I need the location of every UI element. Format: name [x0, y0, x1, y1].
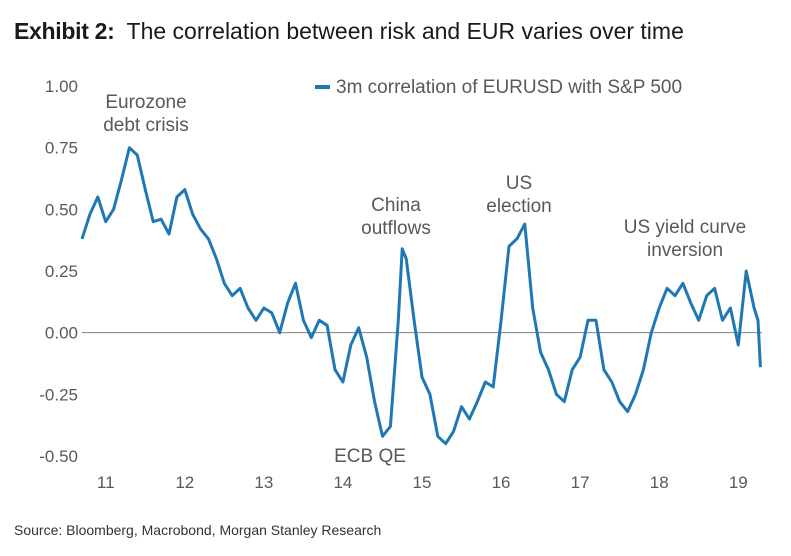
x-tick-label: 12 [175, 473, 194, 492]
title-text: The correlation between risk and EUR var… [126, 18, 684, 44]
series-group [80, 146, 762, 446]
annotation-label: US [506, 173, 532, 194]
y-tick-label: 0.00 [45, 324, 78, 343]
legend: 3m correlation of EURUSD with S&P 500 [315, 77, 682, 98]
legend-label: 3m correlation of EURUSD with S&P 500 [336, 77, 682, 98]
x-tick-label: 11 [97, 473, 115, 492]
exhibit-label: Exhibit 2: [14, 18, 115, 44]
annotation-label: outflows [361, 218, 431, 239]
x-tick-label: 18 [650, 473, 669, 492]
annotation-label: ECB QE [334, 446, 406, 467]
annotation-label: inversion [647, 240, 723, 261]
y-tick-label: -0.50 [39, 447, 78, 466]
y-tick-label: 1.00 [45, 77, 78, 96]
y-tick-label: 0.25 [45, 262, 78, 281]
series-line [80, 146, 762, 446]
annotation-label: Eurozone [105, 92, 186, 113]
y-axis-ticks: 1.00 0.75 0.50 0.25 0.00 -0.25 -0.50 [39, 77, 78, 466]
x-axis-ticks: 11 12 13 14 15 16 17 18 19 [97, 473, 748, 492]
x-tick-label: 13 [254, 473, 273, 492]
annotation-label: China [371, 195, 421, 216]
x-tick-label: 19 [729, 473, 748, 492]
annotation-label: US yield curve [624, 217, 747, 238]
x-tick-label: 15 [413, 473, 432, 492]
y-tick-label: -0.25 [39, 385, 78, 404]
x-tick-label: 16 [492, 473, 511, 492]
y-tick-label: 0.75 [45, 139, 78, 158]
annotation-label: debt crisis [103, 115, 189, 136]
source-note: Source: Bloomberg, Macrobond, Morgan Sta… [14, 522, 382, 538]
annotation-label: election [486, 196, 552, 217]
y-tick-label: 0.50 [45, 200, 78, 219]
chart-title: Exhibit 2: The correlation between risk a… [14, 18, 684, 45]
x-tick-label: 14 [333, 473, 352, 492]
x-tick-label: 17 [571, 473, 590, 492]
